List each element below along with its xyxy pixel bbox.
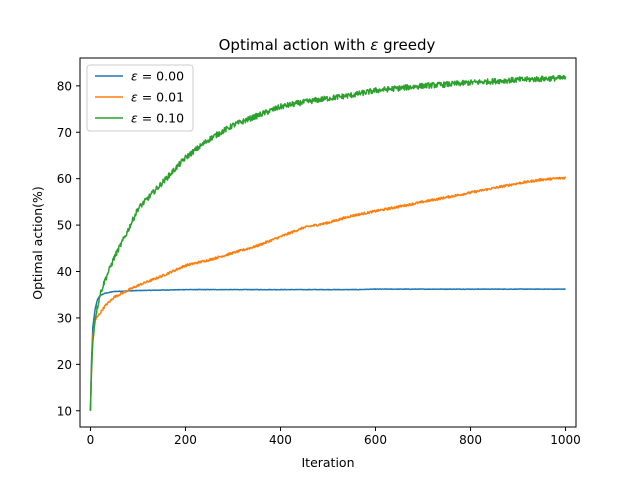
chart-title: Optimal action with ε greedy	[219, 36, 436, 54]
legend-box	[86, 64, 194, 132]
x-tick-label: 800	[459, 433, 482, 447]
y-tick-label: 60	[57, 172, 72, 186]
series-layer	[89, 74, 567, 411]
ticks-layer: 0 200 400 600 800 1000 10 20 30 40 50 60 70 80	[57, 79, 581, 447]
x-tick-label: 0	[87, 433, 95, 447]
x-axis-label: Iteration	[301, 455, 354, 470]
x-tick-label: 400	[269, 433, 292, 447]
y-axis-label: Optimal action(%)	[30, 186, 45, 300]
legend: ε = 0.00 ε = 0.01 ε = 0.10	[86, 64, 194, 132]
y-tick-label: 40	[57, 265, 72, 279]
y-tick-label: 80	[57, 79, 72, 93]
x-tick-label: 1000	[550, 433, 581, 447]
x-tick-label: 200	[174, 433, 197, 447]
x-tick-label: 600	[364, 433, 387, 447]
legend-label-eps-0.01: ε = 0.01	[131, 90, 184, 105]
series-line-0	[89, 288, 566, 411]
series-line-1	[89, 176, 567, 411]
y-tick-label: 30	[57, 311, 72, 325]
y-tick-label: 10	[57, 404, 72, 418]
legend-label-eps-0.10: ε = 0.10	[131, 111, 184, 126]
y-tick-label: 20	[57, 358, 72, 372]
y-tick-label: 50	[57, 219, 72, 233]
series-line-2	[89, 74, 567, 411]
legend-label-eps-0.00: ε = 0.00	[131, 69, 184, 84]
y-tick-label: 70	[57, 126, 72, 140]
plot-frame	[79, 57, 577, 428]
